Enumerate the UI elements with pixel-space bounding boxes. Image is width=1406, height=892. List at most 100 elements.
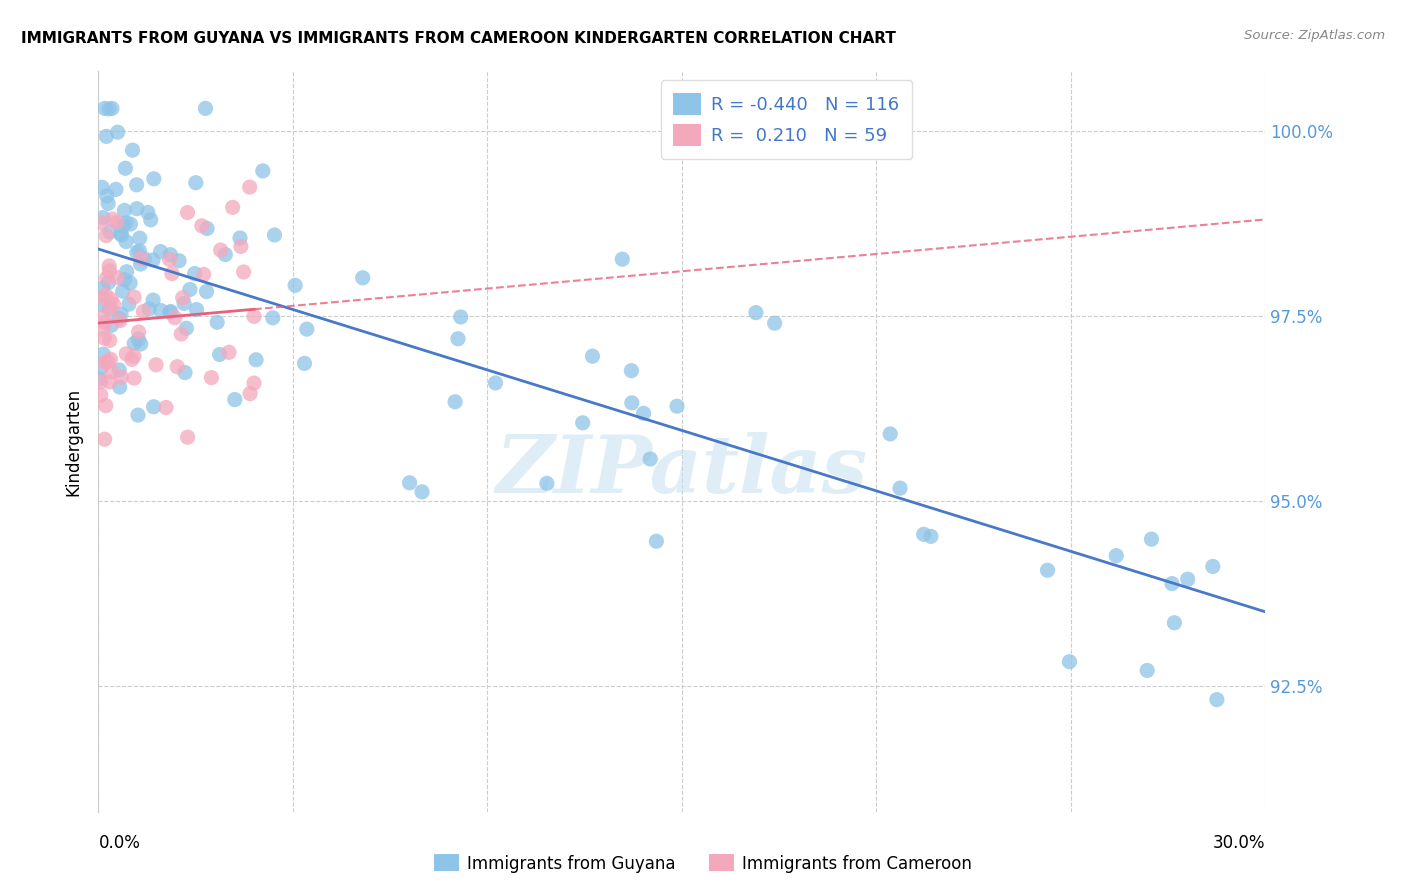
Point [200, 370, 222, 384]
Point [91, 310, 114, 324]
Point [912, 527, 935, 541]
Point [127, 408, 149, 422]
Point [176, 321, 198, 335]
Point [1036, 563, 1059, 577]
Point [98, 375, 121, 389]
Point [93, 292, 115, 306]
Point [90, 375, 112, 389]
Point [114, 161, 136, 176]
Point [262, 310, 284, 325]
Point [1136, 664, 1159, 678]
Point [93, 331, 115, 345]
Point [125, 178, 148, 192]
Point [536, 476, 558, 491]
Point [193, 268, 215, 282]
Text: Source: ZipAtlas.com: Source: ZipAtlas.com [1244, 29, 1385, 42]
Point [97, 102, 120, 116]
Point [159, 304, 181, 318]
Point [284, 278, 307, 293]
Point [94, 102, 117, 116]
Point [94, 399, 117, 413]
Point [218, 345, 240, 359]
Point [666, 399, 689, 413]
Point [96, 129, 118, 144]
Point [142, 171, 165, 186]
Point [221, 200, 243, 214]
Legend: R = -0.440   N = 116, R =  0.210   N = 59: R = -0.440 N = 116, R = 0.210 N = 59 [661, 80, 912, 159]
Point [252, 164, 274, 178]
Point [633, 406, 655, 420]
Point [1205, 692, 1227, 706]
Legend: Immigrants from Guyana, Immigrants from Cameroon: Immigrants from Guyana, Immigrants from … [427, 847, 979, 880]
Point [581, 349, 603, 363]
Point [295, 322, 318, 336]
Point [142, 293, 165, 307]
Point [142, 252, 165, 267]
Point [94, 228, 117, 243]
Point [239, 180, 262, 194]
Point [194, 102, 217, 116]
Point [411, 484, 433, 499]
Point [94, 315, 117, 329]
Point [111, 219, 134, 233]
Point [160, 267, 183, 281]
Text: IMMIGRANTS FROM GUYANA VS IMMIGRANTS FROM CAMEROON KINDERGARTEN CORRELATION CHAR: IMMIGRANTS FROM GUYANA VS IMMIGRANTS FRO… [21, 31, 896, 46]
Point [98, 264, 121, 278]
Point [145, 358, 167, 372]
Point [112, 203, 135, 218]
Point [173, 296, 195, 310]
Point [879, 426, 901, 441]
Point [108, 311, 131, 326]
Point [149, 244, 172, 259]
Point [174, 366, 197, 380]
Point [105, 270, 128, 285]
Point [114, 272, 136, 286]
Point [111, 284, 134, 298]
Point [103, 297, 125, 311]
Point [96, 189, 118, 203]
Point [167, 253, 190, 268]
Point [352, 270, 374, 285]
Point [98, 225, 121, 239]
Point [108, 313, 131, 327]
Point [97, 275, 120, 289]
Point [91, 180, 114, 194]
Point [118, 297, 141, 311]
Point [450, 310, 472, 324]
Y-axis label: Kindergarten: Kindergarten [65, 387, 83, 496]
Point [100, 318, 122, 333]
Point [125, 202, 148, 216]
Point [239, 386, 262, 401]
Point [1105, 549, 1128, 563]
Point [100, 301, 122, 316]
Point [1202, 559, 1225, 574]
Point [159, 305, 181, 319]
Point [224, 392, 246, 407]
Point [620, 364, 643, 378]
Point [132, 304, 155, 318]
Point [98, 334, 121, 348]
Point [229, 231, 252, 245]
Point [195, 285, 218, 299]
Point [191, 219, 214, 233]
Point [115, 235, 138, 249]
Point [294, 356, 316, 370]
Point [93, 432, 115, 446]
Point [100, 352, 122, 367]
Text: 30.0%: 30.0% [1213, 834, 1265, 852]
Point [89, 372, 111, 386]
Point [128, 231, 150, 245]
Point [138, 301, 160, 316]
Point [127, 332, 149, 346]
Point [115, 216, 138, 230]
Point [195, 221, 218, 235]
Point [398, 475, 420, 490]
Point [91, 322, 114, 336]
Point [129, 337, 152, 351]
Point [1177, 572, 1199, 586]
Point [232, 265, 254, 279]
Point [1163, 615, 1185, 630]
Point [110, 227, 132, 241]
Point [91, 347, 114, 361]
Point [155, 401, 177, 415]
